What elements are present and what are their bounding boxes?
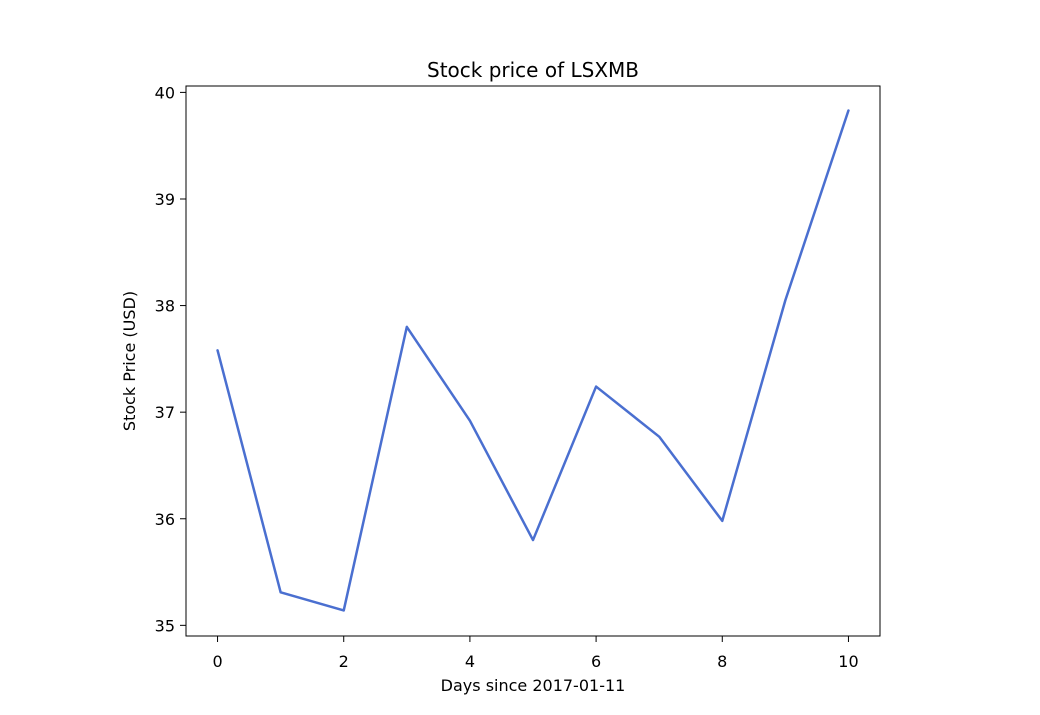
x-axis-label: Days since 2017-01-11 [441,676,626,695]
y-tick-label: 38 [155,297,175,316]
y-tick-label: 37 [155,403,175,422]
y-tick-label: 35 [155,616,175,635]
y-tick-label: 36 [155,510,175,529]
y-axis: 35 36 37 38 39 40 [155,83,186,635]
y-axis-label: Stock Price (USD) [120,291,139,431]
x-tick-label: 2 [339,652,349,671]
x-tick-label: 8 [717,652,727,671]
y-tick-label: 39 [155,190,175,209]
series-layer [216,109,850,612]
y-tick-label: 40 [155,83,175,102]
chart-title: Stock price of LSXMB [427,58,639,82]
plot-frame [185,85,881,637]
x-tick-label: 0 [212,652,222,671]
x-tick-label: 6 [591,652,601,671]
x-tick-label: 10 [838,652,858,671]
series-line [216,109,850,612]
x-tick-label: 4 [465,652,475,671]
x-axis: 0 2 4 6 8 10 [212,636,859,671]
